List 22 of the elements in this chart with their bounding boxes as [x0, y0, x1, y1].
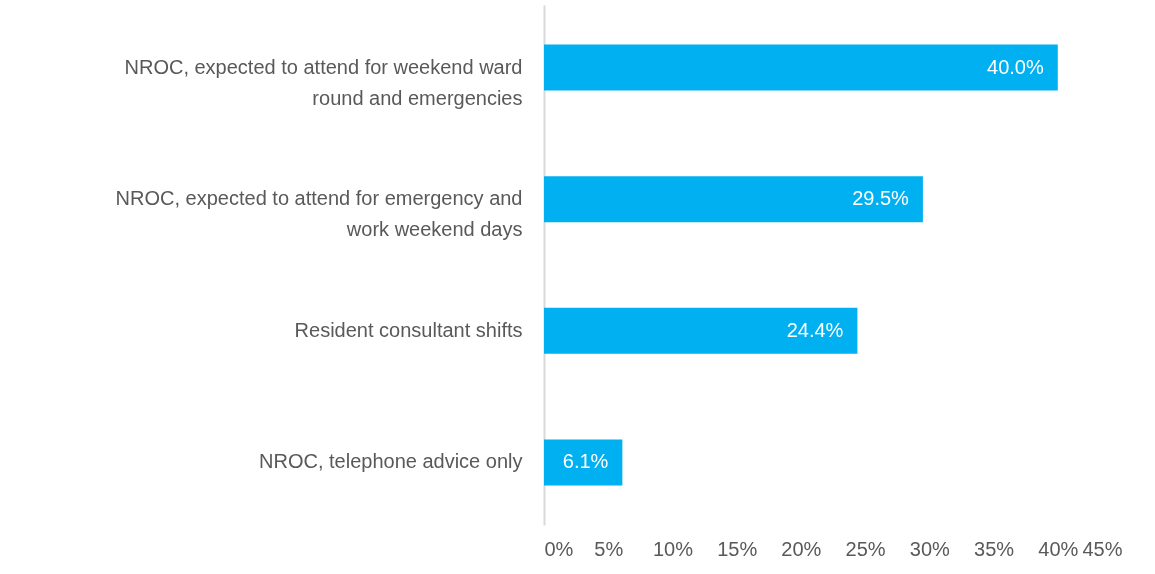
data-label: 29.5% — [852, 187, 910, 210]
y-tick-label: NROC, expected to attend for weekend ward round and emergencies — [124, 55, 523, 109]
x-tick-label: 10% — [652, 537, 694, 560]
bar — [544, 307, 858, 354]
x-tick-label: 45% — [1082, 537, 1123, 560]
x-tick-label: 0% — [544, 537, 574, 560]
x-tick-label: 5% — [594, 537, 624, 560]
bar — [544, 176, 923, 223]
x-tick-label: 35% — [974, 537, 1015, 560]
y-tick-label: Resident consultant shifts — [294, 318, 523, 341]
y-tick-label: NROC, expected to attend for emergency and work weekend days — [115, 187, 523, 241]
x-tick-label: 40% — [1038, 537, 1079, 560]
data-label: 6.1% — [562, 450, 609, 473]
bar — [544, 439, 623, 486]
x-tick-label: 15% — [717, 537, 758, 560]
x-tick-label: 25% — [845, 537, 886, 560]
bar — [544, 44, 1058, 91]
x-tick-label: 30% — [909, 537, 951, 560]
y-tick-label: NROC, telephone advice only — [259, 450, 523, 473]
data-label: 40.0% — [987, 55, 1044, 78]
data-label: 24.4% — [786, 318, 844, 341]
x-tick-label: 20% — [781, 537, 822, 560]
